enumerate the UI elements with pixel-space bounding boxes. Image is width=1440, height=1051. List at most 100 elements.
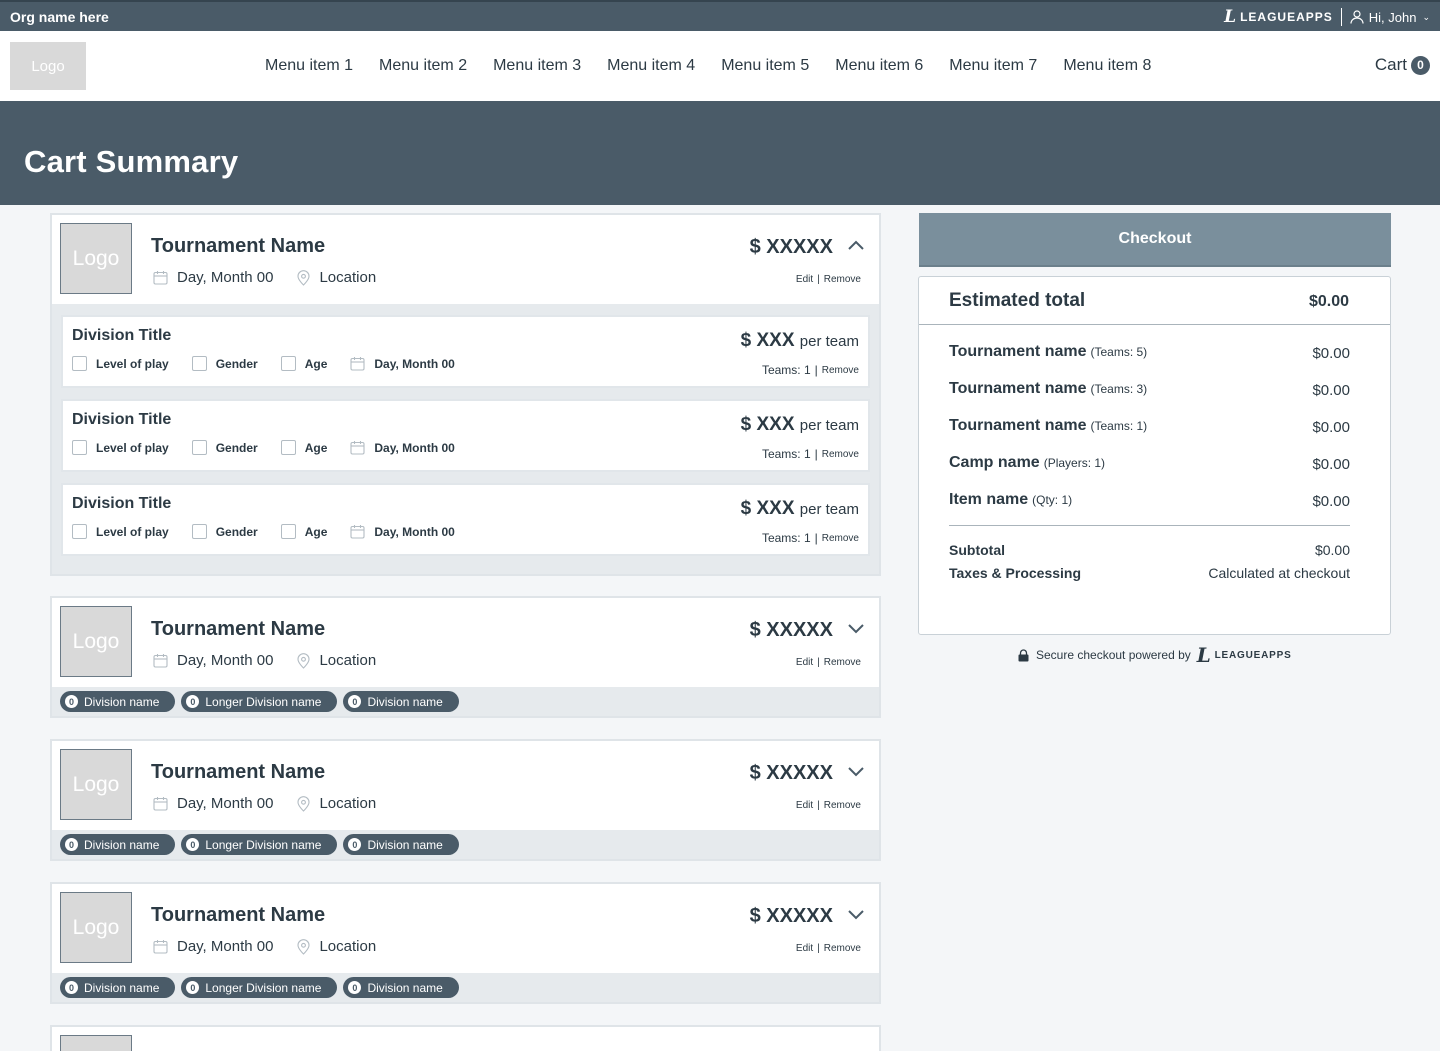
org-logo[interactable]: Logo (10, 42, 86, 90)
tournament-card-header: Logo Tournament Name Day, Month 00 Locat… (52, 741, 879, 830)
division-pill[interactable]: 0 Division name (343, 691, 459, 712)
chevron-down-icon[interactable] (847, 622, 865, 634)
tournament-location: Location (319, 795, 377, 812)
nav-item[interactable]: Menu item 7 (949, 57, 1038, 74)
summary-item-name: Camp name (949, 454, 1040, 471)
division-pill[interactable]: 0 Longer Division name (181, 834, 338, 855)
pipe-divider: | (814, 531, 818, 545)
leagueapps-glyph-icon: L (1224, 6, 1238, 27)
summary-divider (949, 525, 1350, 526)
chevron-up-icon[interactable] (847, 239, 865, 251)
nav-item[interactable]: Menu item 5 (721, 57, 810, 74)
pill-label: Division name (367, 837, 443, 852)
checkbox-icon (280, 440, 296, 455)
division-pill[interactable]: 0 Division name (60, 691, 176, 712)
remove-link[interactable]: Remove (821, 364, 859, 376)
checkbox-icon (191, 524, 207, 539)
summary-item-name: Tournament name (949, 417, 1087, 434)
edit-link[interactable]: Edit (795, 943, 814, 954)
remove-link[interactable]: Remove (821, 448, 859, 460)
nav-item[interactable]: Menu item 3 (493, 57, 582, 74)
pill-label: Longer Division name (205, 694, 322, 709)
remove-link[interactable]: Remove (821, 532, 859, 544)
division-price-value: $ XXX (740, 330, 795, 351)
per-team-label: per team (799, 333, 859, 350)
division-price-value: $ XXX (740, 498, 795, 519)
location-pin-icon (297, 269, 311, 286)
division-teams: Teams: 1 | Remove (762, 531, 859, 545)
nav-item[interactable]: Menu item 1 (265, 57, 354, 74)
tournament-price: $ XXXXX (749, 905, 833, 927)
tournament-price: $ XXXXX (749, 236, 833, 258)
page-title: Cart Summary (24, 144, 239, 179)
pill-count: 0 (348, 838, 362, 851)
tournament-name: Tournament Name (151, 904, 326, 926)
tournament-card: Logo Tournament Name Day, Month 00 Locat… (50, 596, 881, 718)
remove-link[interactable]: Remove (823, 943, 861, 954)
edit-link[interactable]: Edit (795, 274, 814, 285)
tournament-name: Tournament Name (151, 618, 326, 640)
tournament-card: Logo Tournament Name Day, Month 00 Locat… (50, 882, 881, 1004)
org-name[interactable]: Org name here (10, 9, 109, 25)
remove-link[interactable]: Remove (823, 274, 861, 285)
checkout-button[interactable]: Checkout (919, 213, 1391, 267)
location-pin-icon (297, 795, 311, 812)
edit-remove-links: Edit | Remove (796, 657, 861, 668)
summary-item-price: $0.00 (1312, 493, 1350, 510)
pipe-divider: | (817, 657, 820, 668)
pill-label: Longer Division name (205, 837, 322, 852)
subtotal-row: Subtotal $0.00 (949, 542, 1350, 558)
division-pill[interactable]: 0 Longer Division name (181, 691, 338, 712)
pill-count: 0 (348, 981, 362, 994)
division-pill[interactable]: 0 Division name (60, 834, 176, 855)
chevron-down-icon[interactable] (847, 765, 865, 777)
tournament-date: Day, Month 00 (177, 652, 274, 669)
user-icon[interactable] (1350, 10, 1364, 24)
summary-item-price: $0.00 (1312, 382, 1350, 399)
divider (1340, 8, 1342, 26)
tournament-logo: Logo (60, 606, 132, 677)
edit-link[interactable]: Edit (795, 800, 814, 811)
nav-item[interactable]: Menu item 2 (379, 57, 468, 74)
summary-item: Tournament name (Teams: 5) $0.00 (949, 343, 1350, 380)
pill-label: Longer Division name (205, 980, 322, 995)
nav-item[interactable]: Menu item 4 (607, 57, 696, 74)
nav-item[interactable]: Menu item 8 (1063, 57, 1152, 74)
calendar-icon (153, 271, 168, 285)
pill-label: Division name (84, 694, 160, 709)
nav-item[interactable]: Menu item 6 (835, 57, 924, 74)
division-row: Division Title Level of play Gender Age … (61, 315, 870, 388)
estimated-total-label: Estimated total (949, 290, 1086, 311)
edit-link[interactable]: Edit (795, 657, 814, 668)
division-pill[interactable]: 0 Division name (60, 977, 176, 998)
tournament-date: Day, Month 00 (177, 938, 274, 955)
summary-item: Item name (Qty: 1) $0.00 (949, 491, 1350, 528)
summary-item-qty: (Teams: 5) (1090, 345, 1148, 359)
remove-link[interactable]: Remove (823, 800, 861, 811)
tournament-meta: Day, Month 00 Location (153, 652, 376, 669)
tournament-card-header: Logo Tournament Name Day, Month 00 Locat… (52, 884, 879, 973)
tournament-price: $ XXXXX (749, 619, 833, 641)
cart-link[interactable]: Cart 0 (1375, 55, 1430, 75)
edit-remove-links: Edit | Remove (796, 800, 861, 811)
taxes-value: Calculated at checkout (1208, 565, 1350, 581)
teams-count: Teams: 1 (761, 363, 811, 377)
order-summary: Estimated total $0.00 Tournament name (Te… (918, 276, 1391, 635)
subtotal-label: Subtotal (949, 542, 1005, 558)
pill-count: 0 (186, 695, 200, 708)
division-meta: Level of play Gender Age Day, Month 00 (72, 524, 455, 539)
chevron-down-icon[interactable] (847, 908, 865, 920)
pill-count: 0 (186, 981, 200, 994)
division-pill[interactable]: 0 Division name (343, 834, 459, 855)
division-pill[interactable]: 0 Longer Division name (181, 977, 338, 998)
user-greeting[interactable]: Hi, John (1368, 9, 1417, 25)
leagueapps-logo[interactable]: L LEAGUEAPPS (1224, 6, 1333, 27)
division-date: Day, Month 00 (374, 524, 455, 539)
top-right-area: L LEAGUEAPPS Hi, John ⌄ (1224, 8, 1430, 26)
remove-link[interactable]: Remove (823, 657, 861, 668)
chevron-down-icon[interactable]: ⌄ (1422, 11, 1430, 22)
location-pin-icon (297, 938, 311, 955)
taxes-row: Taxes & Processing Calculated at checkout (949, 565, 1350, 581)
division-pill[interactable]: 0 Division name (343, 977, 459, 998)
tournament-card-header: Logo Tournament Name Day, Month 00 Locat… (52, 598, 879, 687)
